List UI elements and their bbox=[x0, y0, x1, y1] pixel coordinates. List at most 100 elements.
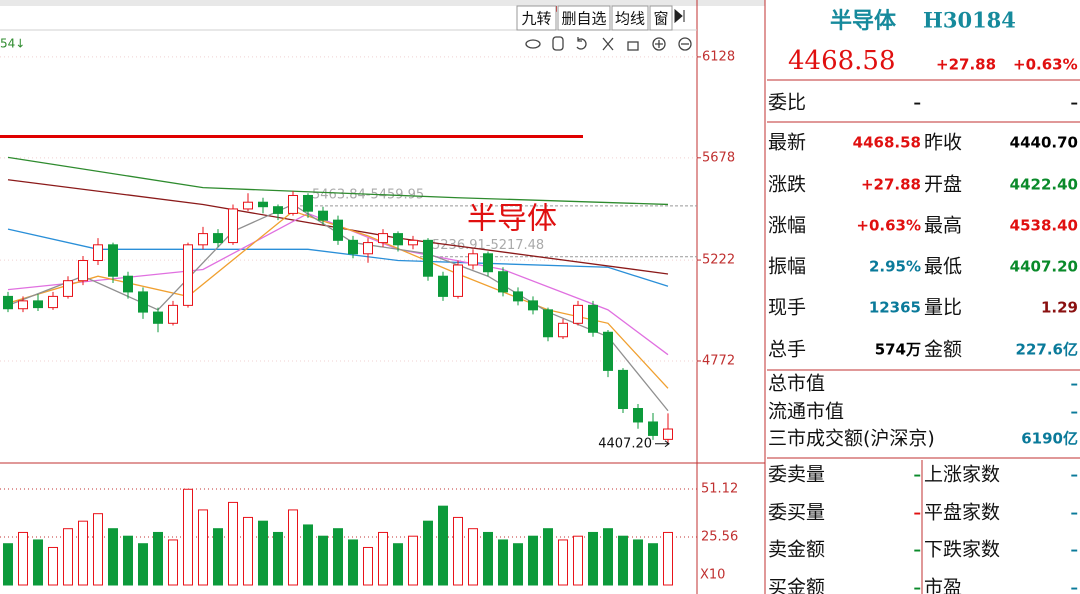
candle-body bbox=[618, 369, 628, 410]
volume-bar bbox=[648, 543, 658, 586]
field-value: 4407.20 bbox=[1010, 258, 1078, 276]
candle-body bbox=[288, 194, 298, 214]
field-label: 现手 bbox=[768, 297, 806, 319]
icon-hand[interactable] bbox=[552, 36, 564, 51]
icon-zoom-in[interactable] bbox=[652, 37, 666, 51]
candle-body bbox=[123, 275, 133, 293]
candle-body bbox=[258, 201, 268, 208]
volume-bar bbox=[108, 528, 118, 586]
candle-body bbox=[483, 253, 493, 273]
field-label: 总市值 bbox=[768, 373, 825, 395]
candle-body bbox=[33, 300, 43, 309]
icon-lock[interactable] bbox=[627, 41, 639, 51]
toolbar-button[interactable] bbox=[516, 5, 557, 31]
volume-bar bbox=[33, 539, 43, 586]
toolbar-button-label[interactable]: 均线 bbox=[615, 10, 645, 28]
toolbar-button-label[interactable]: 窗 bbox=[653, 10, 668, 28]
field-label: 最高 bbox=[924, 215, 962, 237]
candle-body bbox=[663, 428, 673, 440]
icon-cut[interactable] bbox=[602, 37, 614, 51]
candle-body bbox=[213, 233, 223, 244]
toolbar-button[interactable] bbox=[557, 5, 611, 31]
candle-body bbox=[468, 253, 478, 266]
volume-bar bbox=[318, 535, 328, 586]
annotation: 半导体 bbox=[467, 202, 557, 237]
volume-bar bbox=[453, 516, 463, 586]
candle-body bbox=[498, 271, 508, 293]
candle-body bbox=[318, 210, 328, 221]
volume-bar bbox=[468, 528, 478, 586]
volume-unit: X10 bbox=[700, 568, 725, 583]
field-value: – bbox=[1071, 94, 1079, 112]
volume-bar bbox=[528, 535, 538, 586]
toolbar-button[interactable] bbox=[611, 5, 649, 31]
quote-name: 半导体 bbox=[830, 9, 897, 34]
candle-body bbox=[228, 208, 238, 244]
field-label: 最新 bbox=[768, 132, 806, 154]
field-value: 4422.40 bbox=[1010, 176, 1078, 194]
icon-zoom-out[interactable] bbox=[678, 37, 692, 51]
candle-body bbox=[243, 201, 253, 210]
field-label: 市盈 bbox=[924, 577, 962, 594]
quote-change: +27.88 bbox=[936, 56, 996, 74]
volume-bar bbox=[258, 520, 268, 586]
field-value: 1.29 bbox=[1041, 299, 1078, 317]
top-strip bbox=[0, 0, 765, 6]
field-value: – bbox=[1071, 403, 1079, 421]
candle-body bbox=[183, 244, 193, 306]
candle-body bbox=[168, 304, 178, 324]
volume-bar bbox=[183, 488, 193, 586]
candle-body bbox=[348, 239, 358, 255]
candle-body bbox=[63, 280, 73, 297]
field-label: 买金额 bbox=[768, 577, 825, 594]
candle-body bbox=[513, 291, 523, 302]
field-label: 涨幅 bbox=[768, 215, 806, 237]
field-label: 最低 bbox=[924, 256, 962, 278]
field-label: 上涨家数 bbox=[924, 464, 1000, 486]
volume-bar bbox=[153, 531, 163, 586]
icon-undo[interactable] bbox=[576, 37, 587, 50]
candle-body bbox=[453, 264, 463, 297]
volume-bar bbox=[168, 539, 178, 586]
candle-body bbox=[573, 304, 583, 324]
range-label: 5236.91-5217.48 bbox=[432, 238, 544, 253]
volume-bar bbox=[138, 543, 148, 586]
candle-body bbox=[648, 421, 658, 436]
toolbar-button[interactable] bbox=[649, 5, 673, 31]
volume-bar bbox=[18, 531, 28, 586]
toolbar-button-label[interactable]: 删自选 bbox=[561, 10, 606, 28]
candle-body bbox=[588, 304, 598, 333]
field-label: 涨跌 bbox=[768, 174, 806, 196]
volume-bar bbox=[603, 528, 613, 586]
candle-body bbox=[363, 242, 373, 255]
volume-bar bbox=[303, 524, 313, 586]
y-tick-label: 25.56 bbox=[701, 530, 738, 545]
volume-bar bbox=[588, 531, 598, 586]
field-label: 振幅 bbox=[768, 256, 806, 278]
field-value: – bbox=[1071, 541, 1079, 559]
volume-bar bbox=[438, 505, 448, 586]
volume-bar bbox=[123, 535, 133, 586]
low-label: 4407.20 bbox=[598, 436, 652, 451]
quote-change-pct: +0.63% bbox=[1013, 56, 1078, 74]
volume-bar bbox=[198, 509, 208, 586]
toolbar-button-label[interactable]: 九转 bbox=[521, 10, 551, 28]
candle-body bbox=[138, 291, 148, 313]
corner-label: 54↓ bbox=[0, 37, 25, 51]
volume-bar bbox=[573, 535, 583, 586]
candle-body bbox=[153, 311, 163, 324]
candle-body bbox=[3, 295, 13, 310]
toolbar-next[interactable] bbox=[674, 8, 685, 24]
moving-average bbox=[7, 156, 669, 206]
candle-body bbox=[93, 244, 103, 262]
field-label: 开盘 bbox=[924, 174, 962, 196]
field-value: – bbox=[1071, 579, 1079, 594]
field-value: 6190亿 bbox=[1021, 430, 1078, 448]
volume-bar bbox=[483, 531, 493, 586]
volume-bar bbox=[48, 546, 58, 586]
icon-eye[interactable] bbox=[525, 39, 541, 49]
y-tick-label: 5678 bbox=[702, 150, 735, 165]
volume-bar bbox=[78, 520, 88, 586]
volume-bar bbox=[228, 501, 238, 586]
